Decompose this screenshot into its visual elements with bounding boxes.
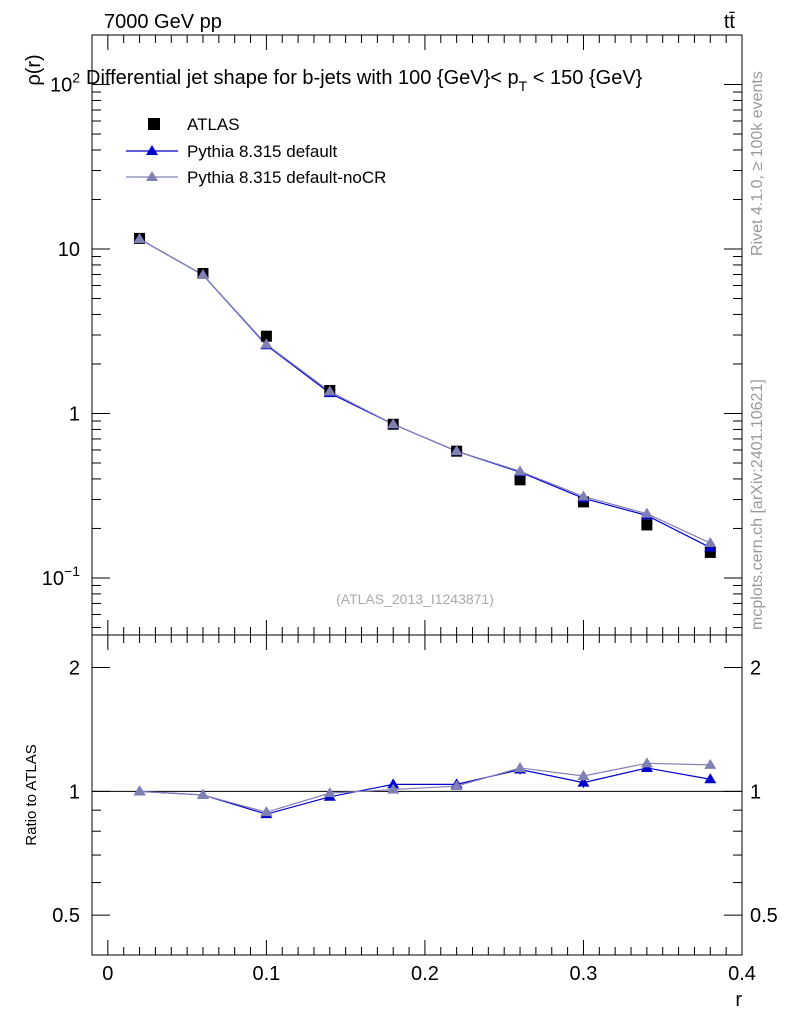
x-tick-label: 0 xyxy=(102,963,113,985)
ratio-point xyxy=(577,776,590,787)
x-tick-labels: 0 0.1 0.2 0.3 0.4 xyxy=(102,963,756,985)
mcplots-label: mcplots.cern.ch [arXiv:2401.10621] xyxy=(749,379,766,630)
ratio-point xyxy=(704,773,717,784)
y-tick-label: 0.5 xyxy=(52,905,80,927)
y-tick-label: 10 xyxy=(58,239,80,261)
energy-label: 7000 GeV pp xyxy=(104,11,222,33)
data-point-mc xyxy=(704,537,717,548)
ratio-point xyxy=(323,787,336,798)
legend-label-nocr: Pythia 8.315 default-noCR xyxy=(187,168,386,187)
y-tick-label-right: 0.5 xyxy=(750,905,778,927)
ratio-point xyxy=(133,785,146,796)
y-tick-label: 1 xyxy=(69,781,80,803)
legend: ATLAS Pythia 8.315 default Pythia 8.315 … xyxy=(126,115,386,187)
legend-marker-nocr xyxy=(146,171,158,181)
data-point-mc xyxy=(514,465,527,476)
data-point-mc xyxy=(196,268,209,279)
legend-marker-default xyxy=(146,145,158,155)
y-tick-label-right: 2 xyxy=(750,658,761,680)
ratio-point xyxy=(450,780,463,791)
y-tick-label: 102 xyxy=(50,70,80,97)
x-axis-label: r xyxy=(735,989,742,1011)
x-tick-label: 0.2 xyxy=(411,963,439,985)
y-tick-label: 1 xyxy=(69,403,80,425)
x-tick-label: 0.4 xyxy=(728,963,756,985)
chart-title-main: Differential jet shape for b-jets with 1… xyxy=(86,67,519,89)
series-line xyxy=(139,238,711,549)
main-y-tick-labels: 102 10 1 10−1 xyxy=(42,70,80,590)
ratio-axis-ticks xyxy=(92,635,743,956)
ratio-point xyxy=(514,761,527,772)
x-tick-label: 0.1 xyxy=(252,963,280,985)
data-point-mc xyxy=(640,507,653,518)
ratio-point xyxy=(704,758,717,769)
ratio-line xyxy=(139,762,711,813)
ratio-point xyxy=(577,769,590,780)
ratio-point xyxy=(196,788,209,799)
main-axis-ticks xyxy=(92,34,743,635)
process-label: tt̄ xyxy=(724,11,736,33)
legend-marker-atlas xyxy=(148,118,160,130)
data-point-mc xyxy=(387,418,400,429)
data-point-atlas xyxy=(641,519,653,531)
data-point-mc xyxy=(577,490,590,501)
x-tick-label: 0.3 xyxy=(570,963,598,985)
ratio-point xyxy=(387,783,400,794)
analysis-watermark: (ATLAS_2013_I1243871) xyxy=(336,591,494,607)
ratio-y-axis-label: Ratio to ATLAS xyxy=(23,744,40,845)
ratio-point xyxy=(387,778,400,789)
main-y-axis-label: ρ(r) xyxy=(23,54,45,85)
legend-label-atlas: ATLAS xyxy=(187,115,240,134)
data-point-mc xyxy=(323,385,336,396)
ratio-line xyxy=(139,767,711,815)
ratio-panel-frame xyxy=(91,634,743,956)
y-tick-label: 2 xyxy=(69,658,80,680)
chart-title: Differential jet shape for b-jets with 1… xyxy=(86,67,643,94)
y-tick-label: 10−1 xyxy=(42,563,80,590)
data-point-atlas xyxy=(704,546,716,558)
data-point-atlas xyxy=(260,330,272,342)
ratio-series-group xyxy=(92,757,742,819)
ratio-point xyxy=(260,806,273,817)
data-point-mc xyxy=(450,445,463,456)
y-tick-label-right: 1 xyxy=(750,781,761,803)
rivet-label: Rivet 4.1.0, ≥ 100k events xyxy=(749,71,766,256)
series-line xyxy=(139,238,711,544)
data-point-mc xyxy=(260,338,273,349)
ratio-point xyxy=(640,757,653,768)
ratio-y-tick-labels: 0.5 0.5 1 1 2 2 xyxy=(52,658,778,928)
main-series-group xyxy=(133,232,717,558)
legend-label-default: Pythia 8.315 default xyxy=(187,142,338,161)
chart-title-tail: < 150 {GeV} xyxy=(527,67,642,89)
chart-title-subscript: T xyxy=(519,78,528,94)
data-point-atlas xyxy=(514,474,526,486)
data-point-mc xyxy=(133,233,146,244)
